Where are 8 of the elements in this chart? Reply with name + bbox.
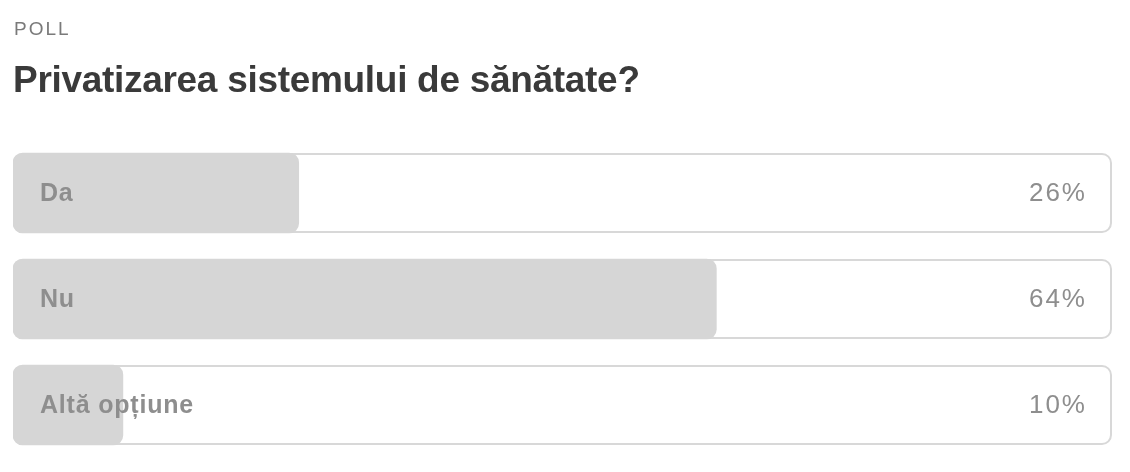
data-label: 26% (1028, 177, 1087, 208)
chart-subtitle: POLL (14, 18, 71, 40)
data-label: 10% (1028, 389, 1087, 420)
data-label: 64% (1028, 283, 1087, 314)
chart-title: Privatizarea sistemului de sănătate? (13, 59, 640, 101)
y-tick-label: Altă opțiune (40, 389, 195, 419)
y-tick-label: Nu (40, 283, 75, 312)
y-tick-label: Da (40, 177, 74, 206)
